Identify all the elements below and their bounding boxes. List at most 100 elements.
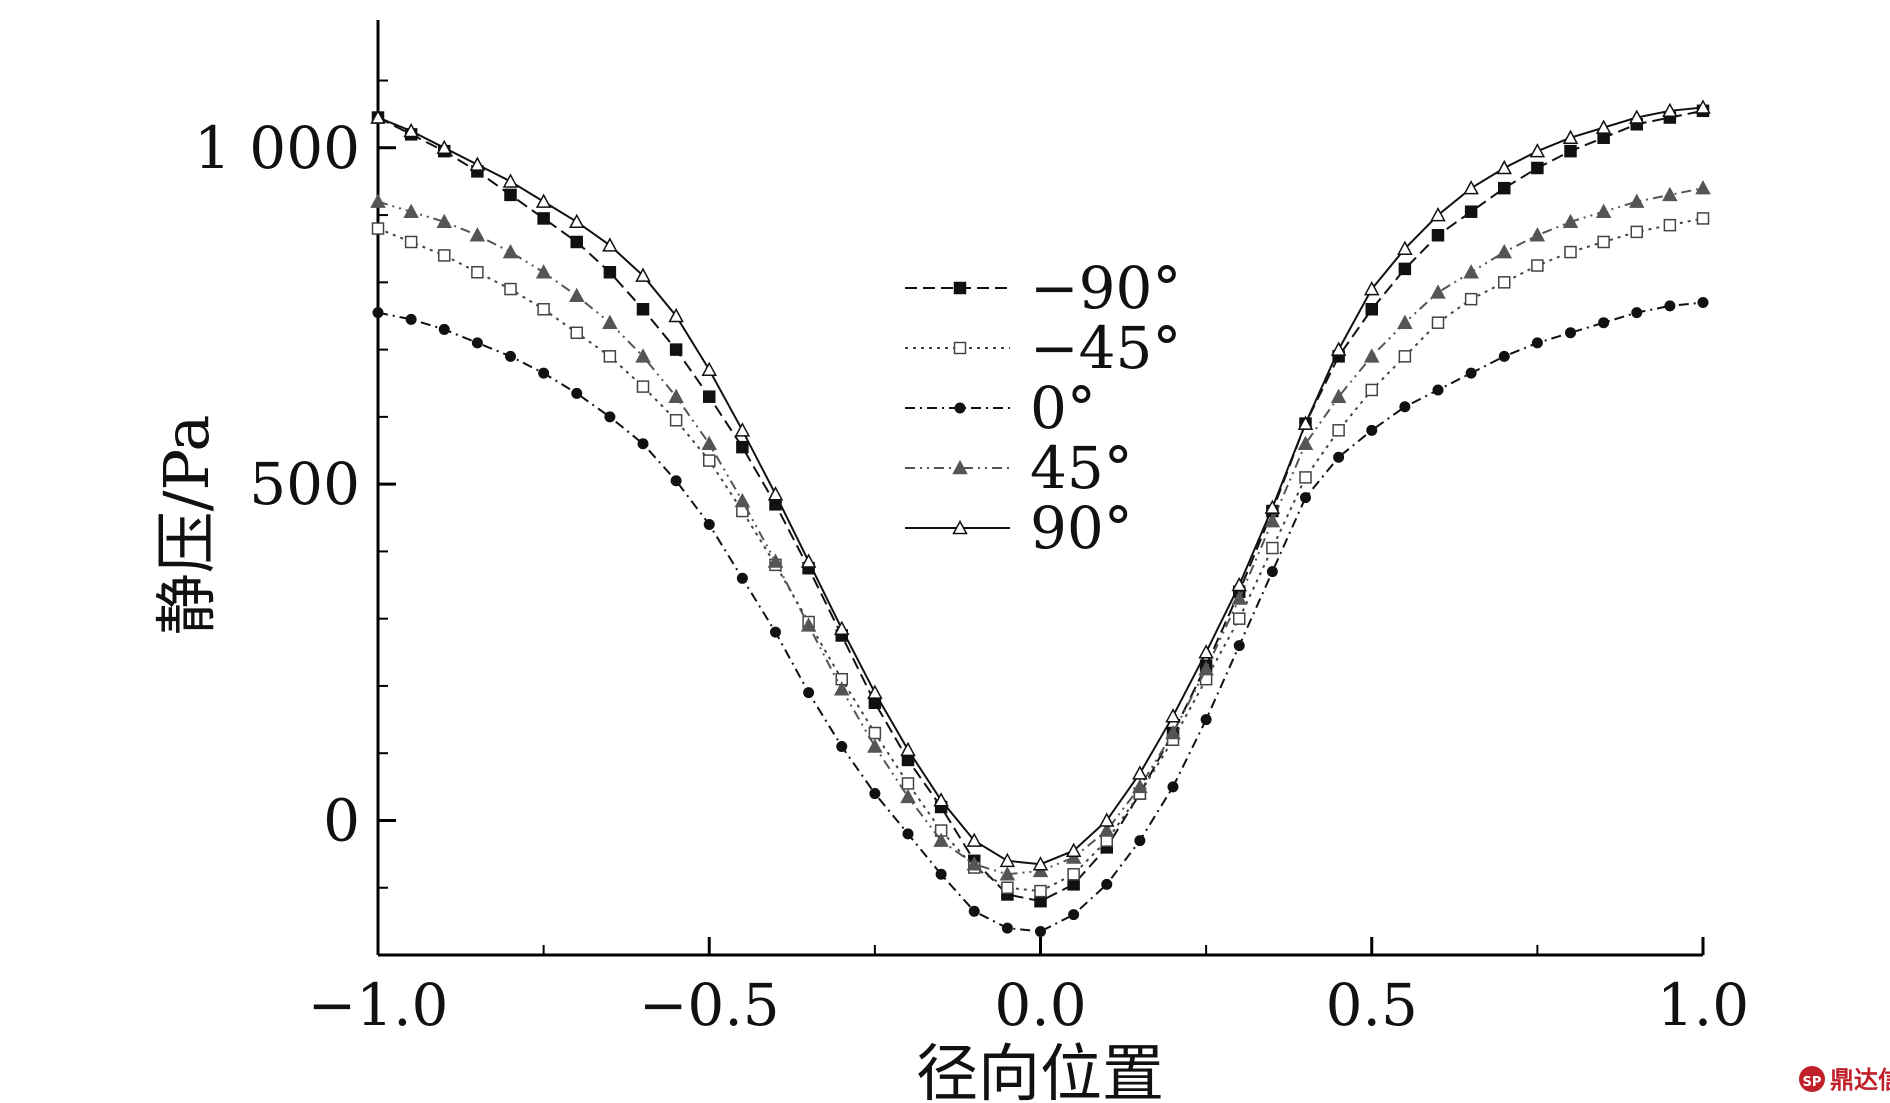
- data-point: [1531, 337, 1543, 349]
- data-point: [370, 193, 386, 208]
- data-point: [1630, 225, 1643, 239]
- y-axis-title: 静压/Pa: [150, 415, 223, 636]
- data-point: [1628, 193, 1645, 208]
- x-tick-label: 0.5: [1326, 971, 1418, 1039]
- data-point: [1363, 348, 1380, 363]
- data-point: [571, 387, 583, 399]
- data-point: [1597, 235, 1610, 249]
- legend-marker: [953, 341, 967, 355]
- data-point: [999, 866, 1016, 881]
- legend-label: 0°: [1030, 374, 1096, 442]
- data-point: [701, 361, 718, 377]
- data-point: [403, 122, 419, 138]
- data-point: [1233, 640, 1245, 652]
- data-point: [502, 243, 519, 259]
- data-point: [869, 788, 881, 800]
- data-point: [436, 213, 453, 229]
- legend-label: −90°: [1030, 254, 1181, 322]
- data-point: [1631, 307, 1643, 319]
- data-point: [933, 832, 949, 847]
- data-point: [1562, 129, 1579, 144]
- data-point: [637, 438, 649, 450]
- data-point: [1165, 724, 1181, 740]
- data-point: [635, 348, 651, 363]
- data-point: [469, 227, 486, 242]
- data-point: [502, 173, 519, 188]
- data-point: [1132, 778, 1148, 794]
- data-point: [1562, 213, 1579, 229]
- y-tick-label: 0: [323, 786, 360, 854]
- legend-label: 45°: [1030, 434, 1133, 502]
- data-point: [1297, 415, 1314, 430]
- data-point: [767, 486, 784, 501]
- data-point: [603, 350, 617, 363]
- data-point: [602, 314, 618, 329]
- data-point: [1132, 765, 1148, 780]
- watermark-logo: [1799, 1066, 1825, 1092]
- data-point: [603, 265, 617, 279]
- data-point: [1001, 881, 1014, 894]
- data-point: [669, 413, 683, 427]
- data-point: [966, 832, 983, 847]
- data-point: [1032, 856, 1049, 871]
- watermark-logo-text: SP: [1803, 1075, 1822, 1090]
- data-point: [570, 326, 583, 340]
- data-point: [1333, 451, 1345, 463]
- data-point: [1531, 259, 1544, 272]
- data-point: [734, 422, 751, 437]
- data-point: [867, 738, 883, 753]
- data-point: [403, 203, 419, 218]
- data-point: [1266, 566, 1278, 578]
- data-point: [833, 681, 850, 696]
- data-point: [1198, 661, 1214, 676]
- data-point: [935, 868, 947, 880]
- data-point: [703, 390, 716, 403]
- x-tick-label: −1.0: [308, 971, 449, 1039]
- data-point: [1231, 576, 1248, 592]
- data-point: [803, 687, 815, 699]
- data-point: [1233, 612, 1246, 625]
- data-point: [1200, 714, 1212, 726]
- data-point: [471, 337, 483, 349]
- data-point: [1397, 314, 1413, 329]
- data-point: [1167, 781, 1179, 793]
- data-point: [370, 109, 386, 124]
- y-ticks: 0 500 1 000: [194, 79, 396, 889]
- data-point: [568, 213, 585, 229]
- data-point: [1662, 186, 1678, 202]
- data-point: [1463, 264, 1479, 279]
- data-point: [469, 156, 486, 171]
- data-point: [800, 553, 817, 568]
- data-point: [1496, 243, 1513, 259]
- series-layer: [370, 99, 1711, 937]
- data-point: [670, 475, 682, 487]
- data-point: [1299, 471, 1312, 484]
- data-point: [703, 518, 715, 530]
- data-point: [1663, 218, 1677, 232]
- data-point: [1330, 388, 1347, 403]
- data-point: [1565, 327, 1576, 339]
- data-point: [836, 740, 848, 752]
- data-point: [1330, 341, 1347, 356]
- data-point: [767, 553, 784, 568]
- data-point: [537, 212, 550, 225]
- data-point: [1564, 245, 1577, 259]
- data-point: [1696, 212, 1710, 225]
- data-point: [968, 905, 980, 917]
- data-point: [1531, 161, 1544, 175]
- series-line: [377, 301, 1704, 933]
- data-point: [999, 852, 1016, 868]
- data-point: [736, 440, 749, 454]
- data-point: [1595, 119, 1612, 134]
- y-tick-label: 1 000: [194, 114, 360, 182]
- data-point: [535, 264, 552, 279]
- data-point: [1529, 143, 1546, 158]
- data-point: [734, 492, 751, 508]
- data-point: [1035, 925, 1046, 937]
- data-point: [1399, 401, 1411, 413]
- legend-label: −45°: [1030, 314, 1181, 382]
- data-point: [833, 620, 850, 636]
- legend-marker: [952, 519, 968, 535]
- data-point: [636, 380, 650, 393]
